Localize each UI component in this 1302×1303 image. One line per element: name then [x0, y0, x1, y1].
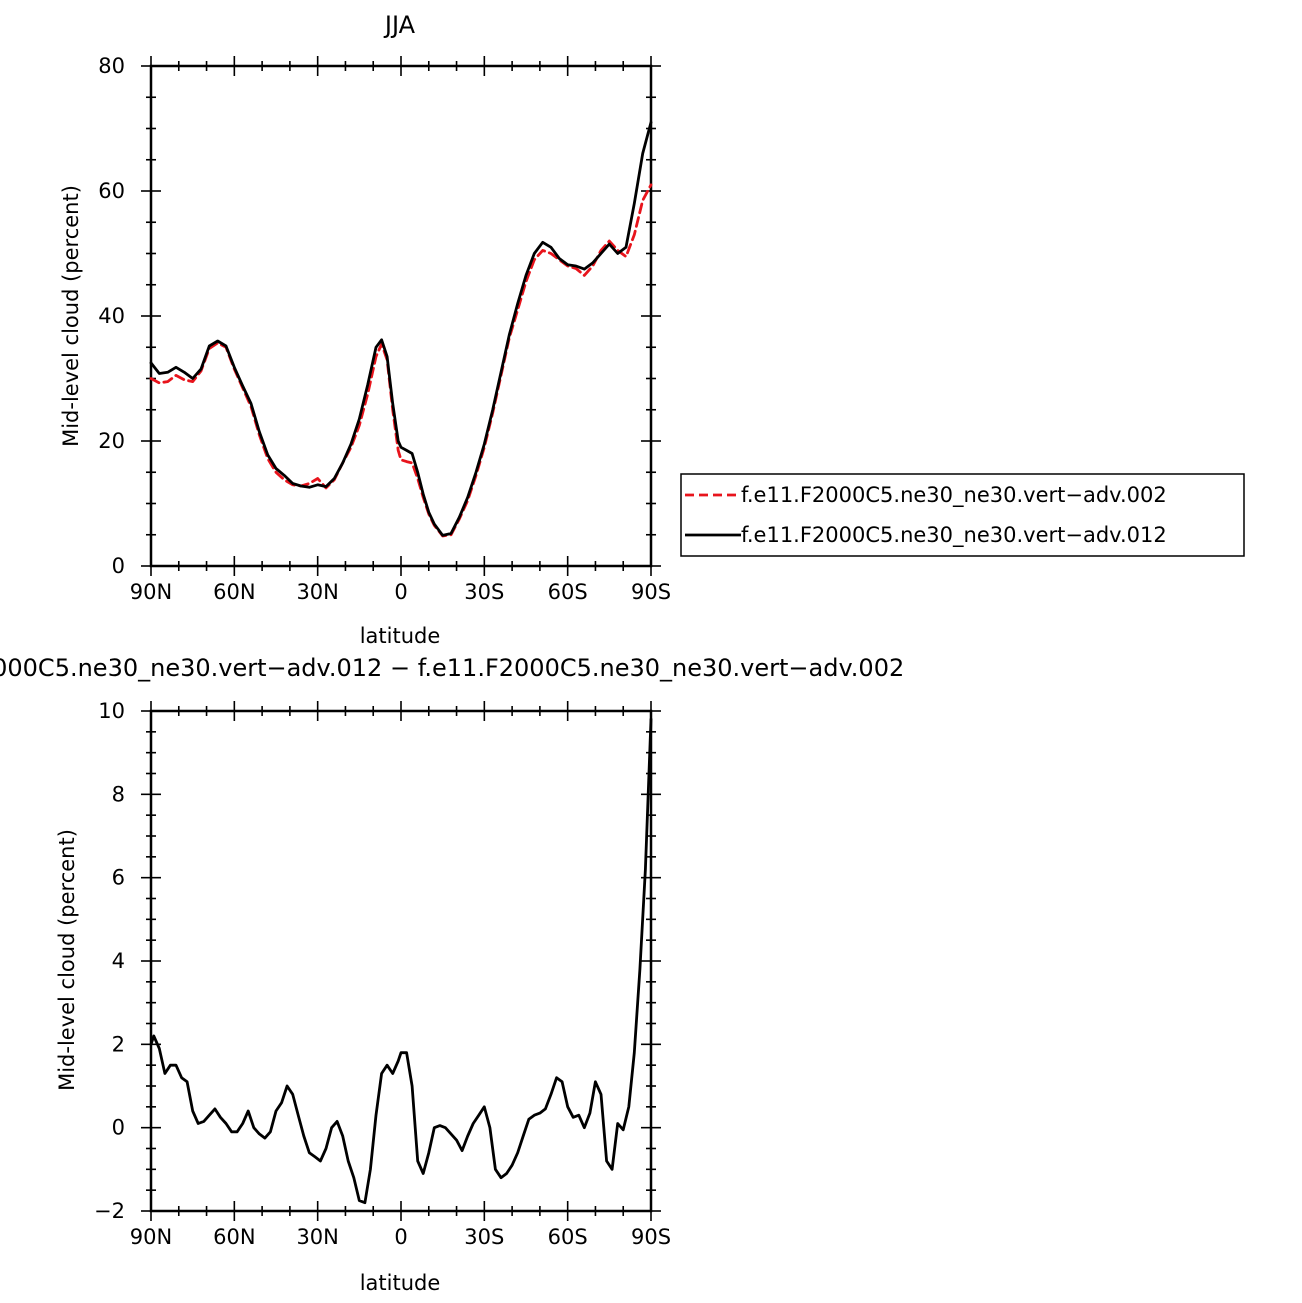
- top-axis-ticks: [141, 56, 661, 576]
- top-x-tick-label: 30N: [296, 580, 338, 604]
- bottom-panel: f.e11.F2000C5.ne30_ne30.vert−adv.012 − f…: [0, 654, 904, 1295]
- bottom-plot-frame: [149, 709, 653, 1213]
- bottom-x-tick-label: 30N: [296, 1225, 338, 1249]
- bottom-y-tick-label: 0: [112, 1116, 125, 1140]
- top-x-tick-label: 30S: [464, 580, 504, 604]
- bottom-series-line-1: [149, 717, 653, 1205]
- top-panel: JJA 90N 60N 30N 0 30S 60S 90S 0 20 40 60 80 latitu…: [59, 11, 1245, 648]
- top-x-tick-label: 60N: [213, 580, 255, 604]
- top-x-tick-label: 0: [394, 580, 407, 604]
- bottom-y-tick-label: 6: [112, 866, 125, 890]
- legend-label-series-2: f.e11.F2000C5.ne30_ne30.vert−adv.012: [741, 523, 1167, 548]
- legend-label-series-1: f.e11.F2000C5.ne30_ne30.vert−adv.002: [741, 483, 1167, 508]
- top-x-tick-label: 90S: [631, 580, 671, 604]
- top-series-lines: [149, 120, 653, 538]
- top-y-tick-labels: 0 20 40 60 80: [98, 54, 125, 578]
- bottom-y-tick-labels: −2 0 2 4 6 8 10: [94, 699, 125, 1223]
- bottom-x-tick-label: 90N: [130, 1225, 172, 1249]
- top-y-axis-label: Mid-level cloud (percent): [59, 185, 83, 447]
- top-y-tick-label: 80: [98, 54, 125, 78]
- bottom-x-tick-label: 0: [394, 1225, 407, 1249]
- bottom-y-tick-label: −2: [94, 1199, 125, 1223]
- top-y-tick-label: 20: [98, 429, 125, 453]
- top-y-tick-label: 40: [98, 304, 125, 328]
- bottom-x-tick-label: 90S: [631, 1225, 671, 1249]
- top-x-tick-label: 90N: [130, 580, 172, 604]
- bottom-x-tick-label: 60S: [548, 1225, 588, 1249]
- legend-box: [680, 473, 1245, 557]
- top-y-tick-label: 0: [112, 554, 125, 578]
- bottom-x-tick-labels: 90N 60N 30N 0 30S 60S 90S: [130, 1225, 671, 1249]
- top-plot-frame: [149, 64, 653, 568]
- bottom-y-tick-label: 4: [112, 949, 125, 973]
- bottom-x-tick-label: 60N: [213, 1225, 255, 1249]
- top-series-line-2: [149, 120, 653, 537]
- bottom-y-axis-label: Mid-level cloud (percent): [55, 829, 79, 1091]
- bottom-y-tick-label: 10: [98, 699, 125, 723]
- top-chart-title: JJA: [383, 11, 416, 39]
- top-series-line-1: [149, 183, 653, 538]
- legend: f.e11.F2000C5.ne30_ne30.vert−adv.002 f.e…: [680, 473, 1245, 557]
- bottom-series-lines: [149, 717, 653, 1205]
- top-x-tick-label: 60S: [548, 580, 588, 604]
- bottom-y-tick-label: 2: [112, 1032, 125, 1056]
- bottom-axis-ticks: [141, 701, 661, 1221]
- top-x-axis-label: latitude: [360, 624, 441, 648]
- bottom-y-tick-label: 8: [112, 782, 125, 806]
- bottom-x-tick-label: 30S: [464, 1225, 504, 1249]
- bottom-x-axis-label: latitude: [360, 1271, 441, 1295]
- top-y-tick-label: 60: [98, 179, 125, 203]
- top-x-tick-labels: 90N 60N 30N 0 30S 60S 90S: [130, 580, 671, 604]
- bottom-chart-title: f.e11.F2000C5.ne30_ne30.vert−adv.012 − f…: [0, 654, 904, 682]
